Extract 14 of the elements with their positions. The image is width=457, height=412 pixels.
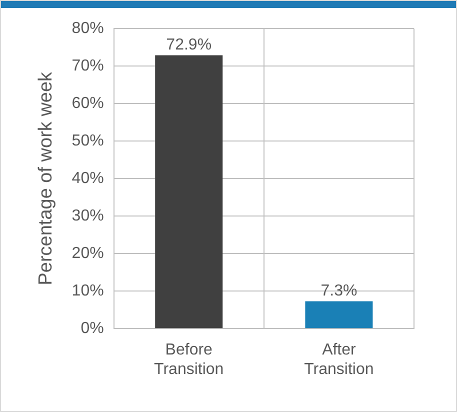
- y-tick-label: 60%: [72, 95, 104, 112]
- data-label: 7.3%: [320, 282, 358, 300]
- y-axis-title: Percentage of work week: [36, 71, 57, 286]
- y-tick-label: 30%: [72, 208, 104, 225]
- y-tick-label: 10%: [72, 282, 104, 300]
- y-tick-label: 70%: [72, 58, 104, 75]
- x-tick-label: After Transition: [304, 342, 374, 378]
- x-tick-label: Before Transition: [154, 342, 224, 378]
- y-tick-label: 20%: [72, 245, 104, 262]
- data-label: 72.9%: [166, 36, 212, 54]
- y-tick-label: 0%: [80, 320, 104, 338]
- y-tick-label: 50%: [72, 132, 104, 150]
- y-tick-label: 80%: [72, 20, 104, 38]
- y-tick-label: 40%: [72, 170, 104, 188]
